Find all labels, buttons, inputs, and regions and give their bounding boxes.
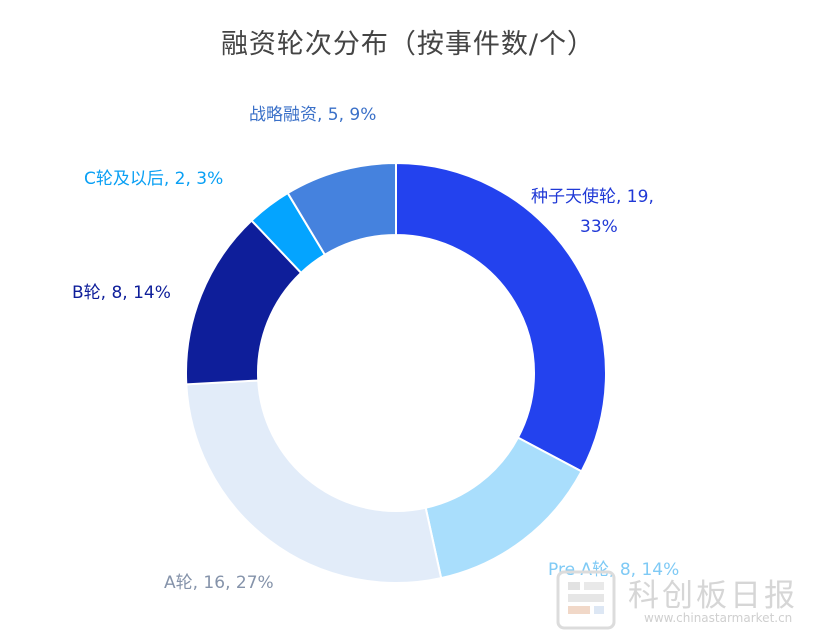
watermark: 科创板日报 www.chinastarmarket.cn: [556, 568, 806, 634]
watermark-text: 科创板日报: [628, 578, 798, 614]
slice-0: [395, 161, 607, 473]
watermark-logo-icon: [556, 570, 616, 630]
label-seed-angel: 种子天使轮, 19,: [531, 187, 654, 207]
label-round-c-plus: C轮及以后, 2, 3%: [84, 169, 224, 189]
label-strategic: 战略融资, 5, 9%: [249, 105, 377, 125]
label-round-b: B轮, 8, 14%: [72, 283, 171, 303]
slice-5: [286, 161, 397, 257]
label-seed-angel-pct: 33%: [580, 217, 618, 237]
label-round-a: A轮, 16, 27%: [164, 573, 274, 593]
slice-2: [185, 379, 443, 584]
label-pre-a: Pre A轮, 8, 14%: [548, 560, 680, 580]
donut-slices: [185, 161, 607, 584]
watermark-url: www.chinastarmarket.cn: [644, 611, 793, 625]
chart-title: 融资轮次分布（按事件数/个）: [220, 29, 596, 60]
